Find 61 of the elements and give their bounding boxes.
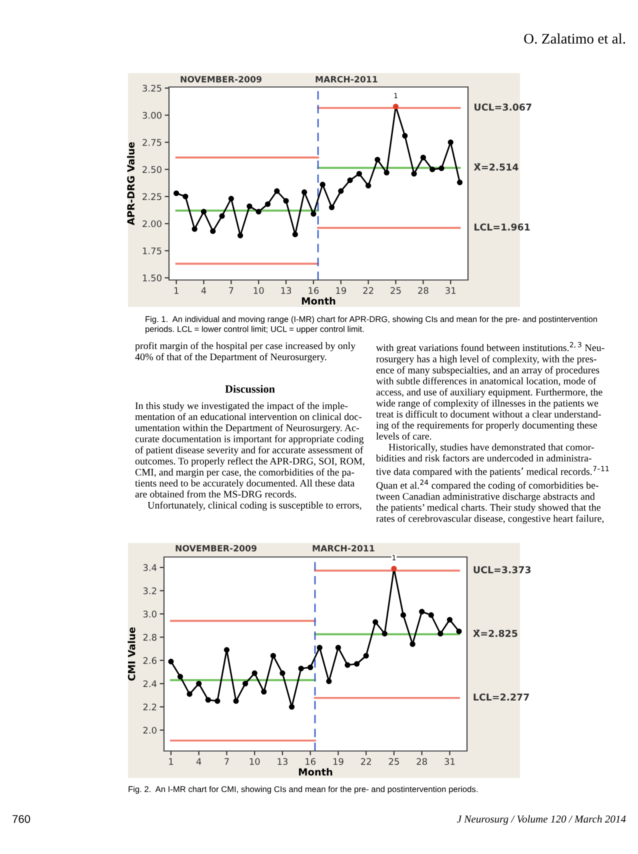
series-label: LCL=2.277 <box>474 694 529 701</box>
series-label: X̄=2.514 <box>474 163 518 171</box>
y-tick-label: 3.2 <box>143 587 156 594</box>
x-tick-label: 1 <box>174 287 178 294</box>
caption: Fig. 1. An individual and moving range (I-MR) chart for APR-DRG, showing CIs and mean for the pre- and postintervention periods. LCL = lower control limit; UCL = upper control limit. <box>146 316 597 334</box>
x-tick-label: 13 <box>278 758 288 765</box>
x-tick-label: 10 <box>250 758 260 765</box>
caption: Fig. 2. An I-MR chart for CMI, showing CIs and mean for the pre- and postintervention periods. <box>128 786 478 794</box>
y-tick-label: 3.25 <box>142 84 162 92</box>
x-tick-label: 4 <box>201 287 206 294</box>
x-tick-label: 1 <box>169 758 174 765</box>
y-tick-label: 2.75 <box>142 139 162 146</box>
x-tick-label: 25 <box>390 287 401 294</box>
x-tick-label: 7 <box>229 287 234 294</box>
x-tick-label: 7 <box>224 758 229 765</box>
x-tick-label: 22 <box>363 287 374 294</box>
y-tick-label: 2.25 <box>142 193 162 200</box>
text: MARCH-2011 <box>312 544 374 552</box>
y-tick-label: 3.0 <box>143 610 156 618</box>
x-tick-label: 16 <box>306 758 316 765</box>
y-axis-title: APR-DRG Value <box>126 142 135 226</box>
x-tick-label: 31 <box>446 287 456 294</box>
x-tick-label: 19 <box>336 287 346 294</box>
text: profit margin of the hospital per case increased by only 40% of that of the Department of Neurosurgery. <box>135 342 356 362</box>
text: Discussion <box>225 384 275 393</box>
y-tick-label: 2.50 <box>142 166 162 173</box>
text: NOVEMBER-2009 <box>180 76 262 82</box>
series-label: X̄=2.825 <box>473 630 518 637</box>
x-tick-label: 28 <box>416 758 427 765</box>
y-tick-label: 2.6 <box>143 657 156 664</box>
x-axis-title: Month <box>302 297 336 305</box>
x-tick-label: 19 <box>333 758 344 765</box>
x-tick-label: 31 <box>444 758 455 765</box>
x-tick-label: 22 <box>361 758 371 765</box>
series-label: UCL=3.067 <box>474 104 532 111</box>
x-tick-label: 16 <box>308 287 319 294</box>
text: J Neurosurg / Volume 120 / March 2014 <box>457 815 626 825</box>
x-axis-title: Month <box>298 768 332 776</box>
text: with great variations found between institutions.$^{2,3}$ Neu- rosurgery has a high level of complexity, with the pres- ence of many subspecialties, and an array of procedures with subtle differences in anatomical location, mode of access, and use of auxiliary equipment. Furthermore, the wide range of complexity of illnesses in the patients we treat is difficult to document without a clear understand- ing of the requirements for properly documenting these levels of care. Historically, studies have demonstrated that comor- bidities and risk factors are undercoded in administra- tive data compared with the patients’ medical records.$^{7–11}$ Quan et al.$^{24}$ compared the coding of comorbidities be- tween Canadian administrative discharge abstracts and the patients’ medical charts. Their study showed that the rates of cerebrovascular disease, congestive heart failure, <box>376 342 609 524</box>
x-tick-label: 4 <box>196 758 202 765</box>
text: NOVEMBER-2009 <box>176 544 256 552</box>
y-tick-label: 2.4 <box>143 680 157 688</box>
x-tick-label: 13 <box>281 287 292 294</box>
y-tick-label: 2.8 <box>143 634 156 641</box>
text: 760 <box>12 815 30 823</box>
y-tick-label: 1.75 <box>142 248 162 254</box>
y-tick-label: 3.4 <box>143 564 157 572</box>
y-tick-label: 1.50 <box>142 274 162 282</box>
x-tick-label: 25 <box>388 758 399 765</box>
y-tick-label: 2.00 <box>142 220 162 228</box>
x-tick-label: 28 <box>418 287 428 294</box>
y-tick-label: 3.00 <box>142 112 162 119</box>
text: MARCH-2011 <box>316 76 378 82</box>
text: In this study we investigated the impact of the imple- mentation of an educational intervention on clinical doc- umentation within the Department of Neurosurgery. Ac- curate documentation is important for appropriate coding of patient disease severity and for accurate assessment of outcomes. To properly reflect the APR-DRG, SOI, ROM, CMI, and margin per case, the comorbidities of the pa- tients need to be accurately documented. All these data are obtained from the MS-DRG records. Unfortunately, clinical coding is susceptible to errors, <box>135 402 364 511</box>
y-tick-label: 2.2 <box>143 704 156 710</box>
series-label: LCL=1.961 <box>474 223 530 231</box>
text: O. Zalatimo et al. <box>524 33 626 44</box>
y-axis-title: CMI Value <box>128 627 136 681</box>
series-label: UCL=3.373 <box>474 566 531 574</box>
y-tick-label: 2.0 <box>143 726 156 734</box>
x-tick-label: 10 <box>254 287 264 294</box>
